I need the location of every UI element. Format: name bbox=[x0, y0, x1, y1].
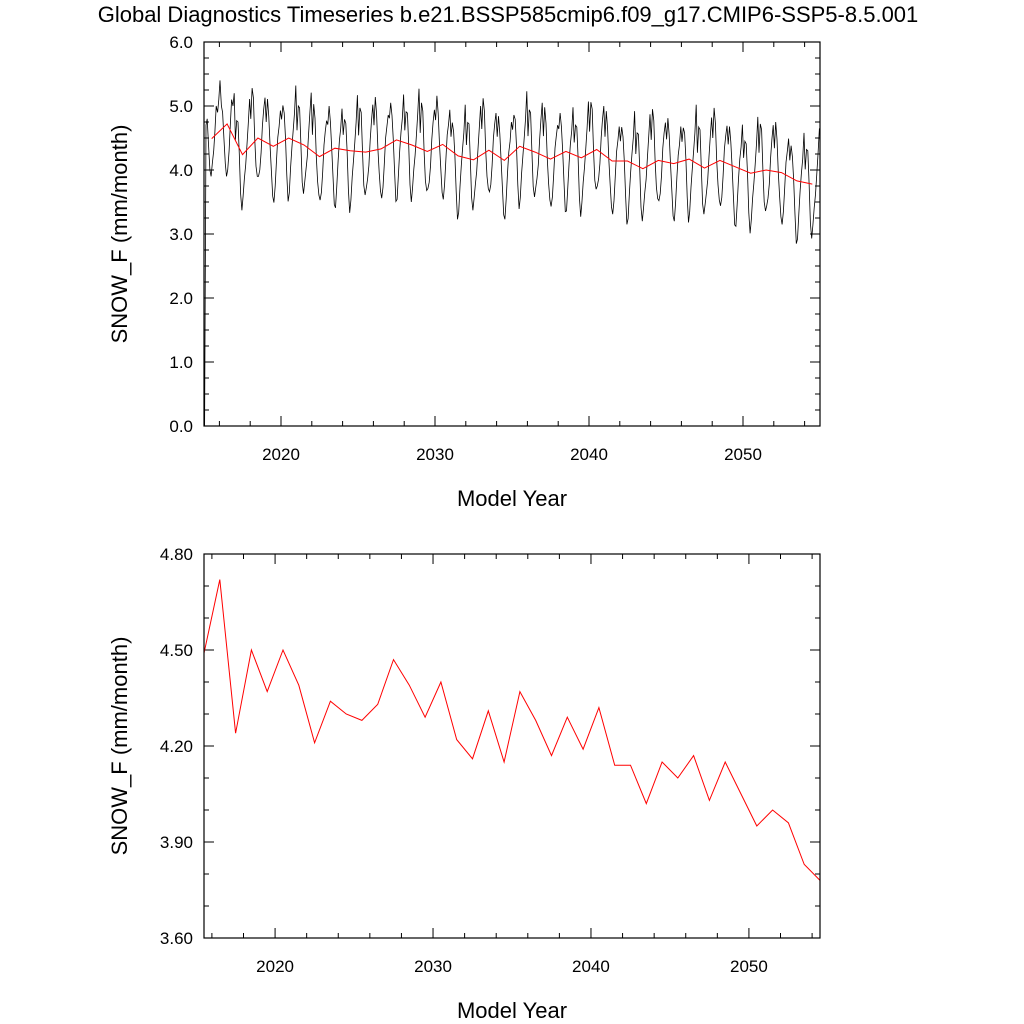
y-tick-label: 5.0 bbox=[169, 97, 193, 116]
y-axis-label: SNOW_F (mm/month) bbox=[107, 125, 132, 344]
x-axis-label: Model Year bbox=[457, 998, 567, 1023]
y-tick-label: 3.60 bbox=[160, 929, 193, 948]
y-tick-label: 4.20 bbox=[160, 737, 193, 756]
x-tick-label: 2050 bbox=[724, 445, 762, 464]
chart-bottom-annual: 2020 2030 2040 2050 3.60 3.90 4.20 4.50 4.80 Mode… bbox=[107, 545, 821, 1023]
y-tick-label: 4.50 bbox=[160, 641, 193, 660]
y-tick-label: 3.90 bbox=[160, 833, 193, 852]
y-tick-label: 4.0 bbox=[169, 161, 193, 180]
plot-frame bbox=[203, 41, 821, 427]
chart-top-monthly: 2020 2030 2040 2050 0.0 1.0 2.0 3.0 4.0 5.0 6.0 Mod… bbox=[107, 33, 821, 511]
y-tick-label: 6.0 bbox=[169, 33, 193, 52]
x-tick-label: 2030 bbox=[416, 445, 454, 464]
figure-title: Global Diagnostics Timeseries b.e21.BSSP… bbox=[98, 2, 919, 27]
x-tick-label: 2020 bbox=[256, 957, 294, 976]
series-line-1 bbox=[211, 123, 813, 185]
y-tick-label: 1.0 bbox=[169, 353, 193, 372]
y-tick-label: 4.80 bbox=[160, 545, 193, 564]
y-axis-label: SNOW_F (mm/month) bbox=[107, 637, 132, 856]
series-line-0 bbox=[203, 579, 821, 881]
plot-frame bbox=[203, 553, 821, 939]
y-tick-label: 0.0 bbox=[169, 417, 193, 436]
x-tick-label: 2040 bbox=[570, 445, 608, 464]
x-axis-label: Model Year bbox=[457, 486, 567, 511]
x-tick-label: 2020 bbox=[262, 445, 300, 464]
x-tick-label: 2030 bbox=[414, 957, 452, 976]
series-line-0 bbox=[204, 80, 820, 427]
y-tick-label: 2.0 bbox=[169, 289, 193, 308]
x-tick-label: 2040 bbox=[572, 957, 610, 976]
x-tick-label: 2050 bbox=[730, 957, 768, 976]
y-tick-label: 3.0 bbox=[169, 225, 193, 244]
